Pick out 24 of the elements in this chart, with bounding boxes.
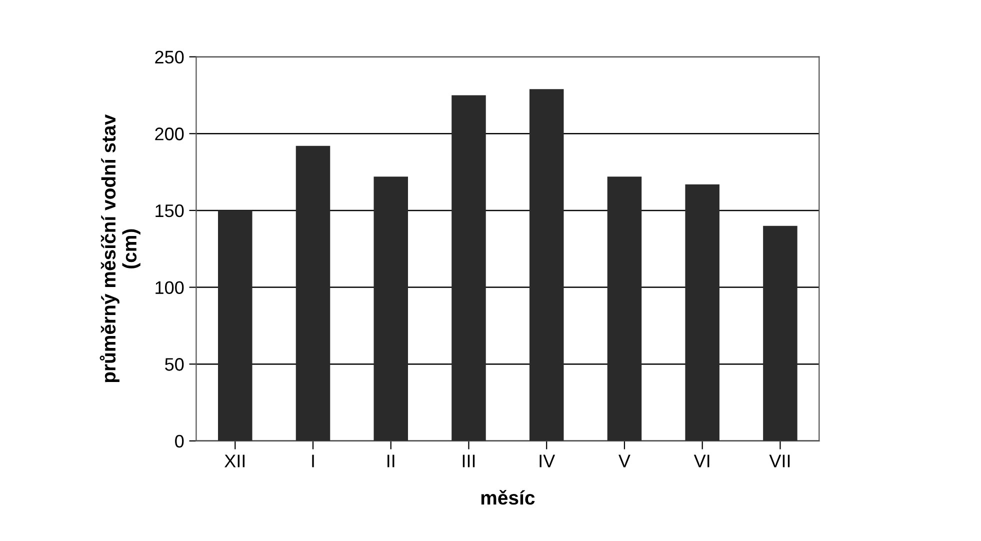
x-axis-title: měsíc	[481, 490, 535, 505]
y-axis-title: průměrný měsíční vodní stav (cm)	[100, 114, 140, 382]
bar	[685, 184, 720, 441]
bar	[763, 226, 798, 441]
bar	[374, 176, 408, 441]
x-tick-label: VI	[694, 454, 710, 468]
x-tick-label: VII	[769, 454, 790, 468]
y-tick-label: 50	[165, 358, 184, 371]
y-tick-label: 250	[155, 50, 184, 64]
bar	[607, 176, 642, 441]
bar	[296, 146, 330, 441]
bar	[452, 95, 486, 441]
x-tick-label: XII	[224, 454, 245, 468]
y-tick-label: 200	[155, 128, 184, 140]
x-tick-label: IV	[540, 454, 556, 468]
bar	[529, 89, 564, 441]
x-tick-label: III	[462, 454, 475, 468]
x-tick-label: II	[388, 454, 394, 468]
y-tick-label: 150	[156, 204, 184, 218]
x-tick-label: I	[312, 454, 314, 468]
x-tick-label: V	[618, 454, 630, 468]
bar	[218, 210, 252, 441]
y-tick-label: 100	[156, 281, 184, 294]
y-tick-label: 0	[175, 434, 184, 448]
